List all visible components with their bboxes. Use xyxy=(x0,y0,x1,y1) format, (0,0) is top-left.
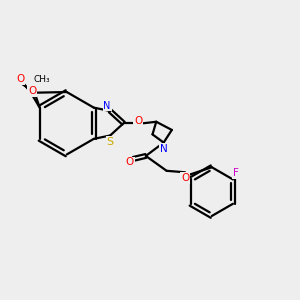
Text: N: N xyxy=(160,144,167,154)
Text: O: O xyxy=(28,86,36,96)
Text: O: O xyxy=(134,116,142,126)
Text: CH₃: CH₃ xyxy=(34,75,50,84)
Text: O: O xyxy=(16,74,25,84)
Text: N: N xyxy=(103,100,111,111)
Text: O: O xyxy=(17,77,18,78)
Text: F: F xyxy=(233,169,239,178)
Text: O: O xyxy=(181,173,189,183)
Text: O: O xyxy=(126,158,134,167)
Text: S: S xyxy=(106,137,114,147)
